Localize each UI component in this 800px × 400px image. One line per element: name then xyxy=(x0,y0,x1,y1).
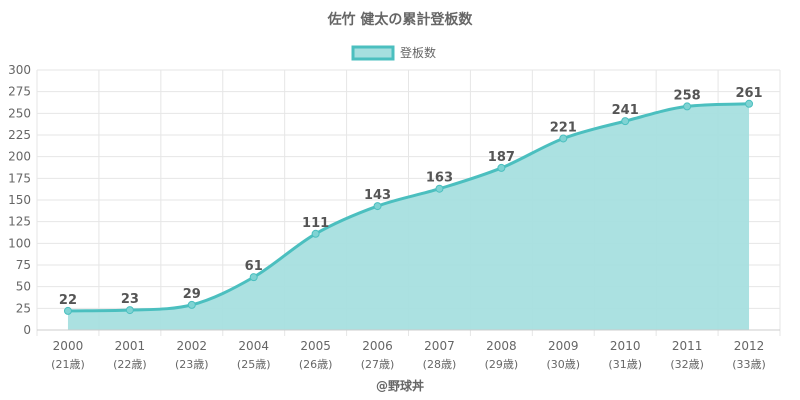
x-tick-label: 2009 xyxy=(548,339,579,353)
data-label: 29 xyxy=(183,287,201,302)
legend-swatch xyxy=(351,45,395,61)
legend[interactable]: 登板数 xyxy=(351,45,436,61)
data-point[interactable] xyxy=(683,102,692,111)
age-label: (26歳) xyxy=(299,358,333,371)
y-tick-label: 200 xyxy=(8,150,31,164)
x-tick-label: 2000 xyxy=(53,339,84,353)
credit: @野球丼 xyxy=(376,378,424,393)
x-tick-label: 2005 xyxy=(300,339,331,353)
age-label: (23歳) xyxy=(175,358,209,371)
y-tick-label: 0 xyxy=(23,323,31,337)
data-point[interactable] xyxy=(249,273,258,282)
age-label: (31歳) xyxy=(608,358,642,371)
data-label: 22 xyxy=(59,293,77,308)
data-point[interactable] xyxy=(187,300,196,309)
x-tick-label: 2011 xyxy=(672,339,703,353)
y-tick-label: 100 xyxy=(8,236,31,250)
data-label: 221 xyxy=(550,120,577,135)
data-point[interactable] xyxy=(621,117,630,126)
data-point[interactable] xyxy=(559,134,568,143)
series-area-fill xyxy=(67,103,750,330)
y-tick-label: 175 xyxy=(8,171,31,185)
x-tick-label: 2001 xyxy=(115,339,146,353)
y-tick-label: 275 xyxy=(8,85,31,99)
axis-layer: 0 25 50 75 100 125 150 175 200 225 250 275 300 2000 (2… xyxy=(8,63,780,371)
data-point[interactable] xyxy=(311,229,320,238)
y-tick-label: 300 xyxy=(8,63,31,77)
x-tick-label: 2002 xyxy=(177,339,208,353)
data-label: 261 xyxy=(735,86,762,101)
data-point[interactable] xyxy=(497,163,506,172)
y-tick-label: 250 xyxy=(8,106,31,120)
data-label: 111 xyxy=(302,216,329,231)
age-label: (21歳) xyxy=(51,358,85,371)
y-tick-label: 225 xyxy=(8,128,31,142)
data-label: 163 xyxy=(426,171,453,186)
x-tick-label: 2010 xyxy=(610,339,641,353)
age-label: (33歳) xyxy=(732,358,766,371)
data-point[interactable] xyxy=(373,202,382,211)
age-label: (30歳) xyxy=(546,358,580,371)
age-label: (28歳) xyxy=(423,358,457,371)
data-label: 143 xyxy=(364,188,391,203)
data-label: 241 xyxy=(612,103,639,118)
age-label: (32歳) xyxy=(670,358,704,371)
data-point[interactable] xyxy=(435,184,444,193)
age-label: (27歳) xyxy=(361,358,395,371)
y-tick-label: 75 xyxy=(16,258,31,272)
data-point[interactable] xyxy=(745,99,754,108)
y-tick-label: 150 xyxy=(8,193,31,207)
age-label: (29歳) xyxy=(485,358,519,371)
data-label: 258 xyxy=(674,88,701,103)
x-tick-label: 2004 xyxy=(238,339,269,353)
y-tick-label: 125 xyxy=(8,215,31,229)
data-point[interactable] xyxy=(63,306,72,315)
age-label: (25歳) xyxy=(237,358,271,371)
y-tick-label: 50 xyxy=(16,280,31,294)
age-label: (22歳) xyxy=(113,358,147,371)
x-tick-label: 2012 xyxy=(734,339,765,353)
x-tick-label: 2007 xyxy=(424,339,455,353)
data-point[interactable] xyxy=(125,306,134,315)
chart-title: 佐竹 健太の累計登板数 xyxy=(327,11,474,28)
legend-label: 登板数 xyxy=(400,45,436,60)
data-label: 23 xyxy=(121,292,139,307)
x-tick-label: 2006 xyxy=(362,339,393,353)
point-layer xyxy=(63,99,754,315)
x-tick-label: 2008 xyxy=(486,339,517,353)
data-label: 61 xyxy=(245,259,263,274)
data-label: 187 xyxy=(488,150,515,165)
data-label-layer: 22 23 29 61 111 143 163 187 221 241 258 261 xyxy=(59,86,763,308)
y-tick-label: 25 xyxy=(16,301,31,315)
